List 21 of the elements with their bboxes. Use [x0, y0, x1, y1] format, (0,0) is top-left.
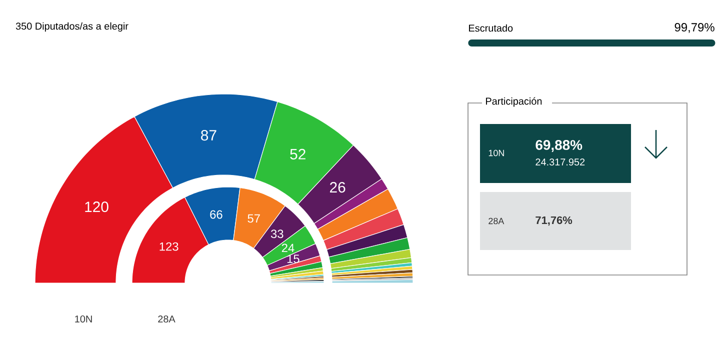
text: 10N	[488, 150, 504, 156]
data-label: 123	[160, 242, 178, 251]
data-label: 15	[287, 254, 300, 264]
text: Escrutado	[469, 24, 513, 32]
data-label: 52	[290, 148, 306, 160]
text: 350 Diputados/as a elegir	[16, 22, 128, 32]
data-label: 24	[282, 244, 294, 252]
text: 10N	[75, 315, 92, 323]
text: 71,76%	[536, 216, 572, 226]
data-label: 120	[85, 202, 108, 212]
data-label: 87	[201, 130, 216, 141]
data-label: 66	[210, 210, 222, 219]
data-label: 57	[248, 214, 260, 223]
text: 28A	[488, 218, 504, 224]
text: 99,79%	[674, 23, 714, 33]
text: 24.317.952	[536, 158, 585, 166]
data-label: 26	[330, 182, 346, 193]
text: 28A	[158, 315, 176, 323]
data-label: 33	[270, 230, 284, 238]
text: Participación	[486, 97, 542, 107]
text: 69,88%	[536, 140, 582, 152]
